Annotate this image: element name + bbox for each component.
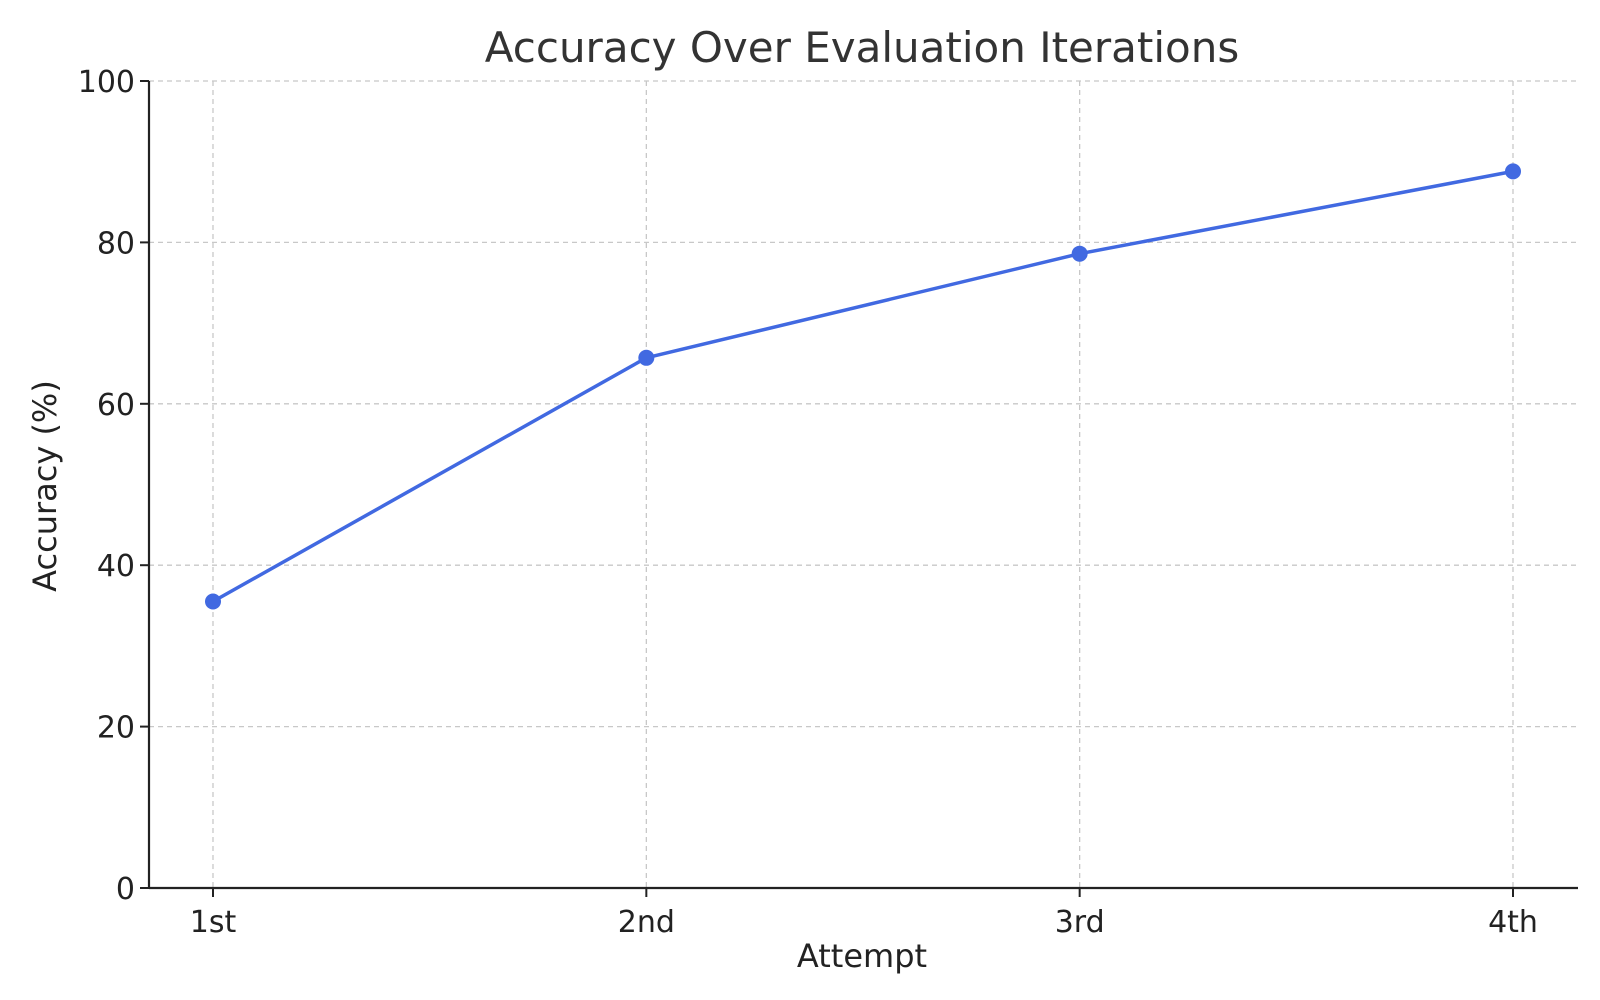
y-tick-label: 80 xyxy=(97,226,135,261)
y-axis-title: Accuracy (%) xyxy=(26,380,64,592)
x-tick-label: 2nd xyxy=(618,905,675,940)
y-tick-label: 60 xyxy=(97,388,135,423)
x-tick-label: 3rd xyxy=(1055,905,1105,940)
data-point xyxy=(638,349,655,366)
data-point xyxy=(1505,163,1521,180)
y-tick-label: 100 xyxy=(78,65,135,100)
ticks: 0 20 40 60 80 100 1st 2nd 3rd 4th xyxy=(78,65,1538,940)
x-axis-title: Attempt xyxy=(797,937,927,975)
y-tick-label: 0 xyxy=(116,872,135,907)
y-tick-label: 40 xyxy=(97,549,135,584)
data-point xyxy=(205,593,221,610)
x-tick-label: 4th xyxy=(1488,905,1538,940)
grid xyxy=(149,80,1578,889)
y-tick-label: 20 xyxy=(97,711,135,746)
chart-title: Accuracy Over Evaluation Iterations xyxy=(485,23,1239,72)
axes xyxy=(147,81,1578,890)
x-tick-label: 1st xyxy=(190,905,237,940)
series xyxy=(205,163,1521,610)
data-point xyxy=(1071,245,1088,262)
series-line xyxy=(211,169,1515,604)
